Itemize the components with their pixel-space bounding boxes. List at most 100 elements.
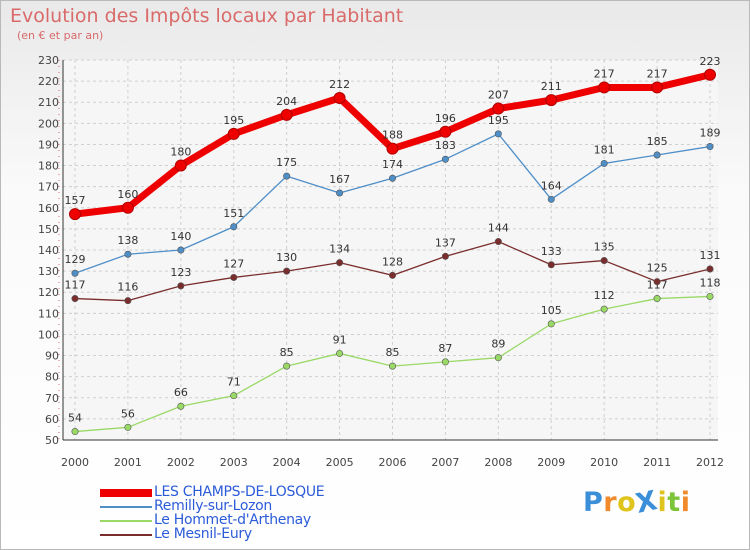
data-label: 212 <box>329 78 350 91</box>
logo-letter: t <box>667 487 681 518</box>
data-point <box>174 159 187 172</box>
x-tick-label: 2005 <box>326 456 354 469</box>
data-label: 144 <box>488 222 509 235</box>
legend-label: LES CHAMPS-DE-LOSQUE <box>154 484 325 500</box>
data-point <box>653 151 661 159</box>
y-tick-label: 230 <box>38 54 59 67</box>
legend-swatch <box>100 534 152 536</box>
data-point <box>230 392 238 400</box>
data-point <box>441 252 449 260</box>
logo-letter: o <box>617 487 637 518</box>
data-label: 183 <box>435 139 456 152</box>
data-point <box>653 278 661 286</box>
data-point <box>706 265 714 273</box>
data-point <box>230 273 238 281</box>
data-point <box>441 358 449 366</box>
data-label: 195 <box>488 114 509 127</box>
legend-swatch <box>100 489 152 497</box>
data-point <box>600 257 608 265</box>
data-point <box>69 208 81 221</box>
legend-label: Remilly-sur-Lozon <box>154 498 272 514</box>
data-label: 129 <box>65 253 86 266</box>
x-tick-label: 2012 <box>696 456 724 469</box>
data-label: 87 <box>438 342 452 355</box>
y-tick-label: 210 <box>38 96 59 109</box>
data-label: 137 <box>435 236 456 249</box>
proxiti-logo: ProXiti <box>583 485 691 520</box>
data-label: 133 <box>541 245 562 258</box>
data-point <box>230 223 238 231</box>
data-label: 195 <box>223 114 244 127</box>
data-label: 71 <box>227 376 241 389</box>
data-label: 204 <box>276 95 297 108</box>
data-point <box>71 269 79 277</box>
data-point <box>545 94 558 107</box>
chart-subtitle: (en € et par an) <box>17 29 104 42</box>
data-label: 118 <box>700 276 721 289</box>
x-tick-label: 2001 <box>114 456 142 469</box>
data-label: 112 <box>594 289 615 302</box>
y-tick-label: 140 <box>38 244 59 257</box>
data-point <box>124 423 132 431</box>
data-point <box>388 271 396 279</box>
data-label: 134 <box>329 243 350 256</box>
legend-swatch <box>100 520 152 522</box>
data-point <box>283 172 291 180</box>
data-point <box>494 130 502 138</box>
data-label: 185 <box>647 135 668 148</box>
data-point <box>441 155 449 163</box>
data-label: 188 <box>382 129 403 142</box>
logo-letter: i <box>680 487 691 518</box>
data-label: 130 <box>276 251 297 264</box>
x-tick-label: 2008 <box>484 456 512 469</box>
data-point <box>388 174 396 182</box>
data-point <box>600 305 608 313</box>
data-label: 138 <box>117 234 138 247</box>
data-label: 174 <box>382 158 403 171</box>
data-label: 167 <box>329 173 350 186</box>
y-tick-label: 90 <box>45 350 59 363</box>
data-label: 181 <box>594 143 615 156</box>
data-label: 196 <box>435 112 456 125</box>
data-label: 164 <box>541 179 562 192</box>
data-point <box>333 92 346 104</box>
chart-title: Evolution des Impôts locaux par Habitant <box>10 5 404 27</box>
data-label: 135 <box>594 241 615 254</box>
x-tick-label: 2000 <box>61 456 89 469</box>
y-tick-label: 100 <box>38 328 59 341</box>
x-tick-label: 2011 <box>643 456 671 469</box>
data-point <box>177 402 185 410</box>
data-label: 207 <box>488 89 509 102</box>
data-point <box>71 428 79 436</box>
legend-swatch <box>100 506 152 508</box>
data-point <box>283 362 291 370</box>
data-point <box>121 201 134 214</box>
y-tick-label: 80 <box>45 371 59 384</box>
logo-letter: r <box>603 487 618 518</box>
data-point <box>547 320 555 328</box>
data-point <box>388 362 396 370</box>
data-point <box>336 349 344 357</box>
data-label: 116 <box>117 281 138 294</box>
data-label: 189 <box>700 127 721 140</box>
data-label: 217 <box>647 67 668 80</box>
data-label: 127 <box>223 257 244 270</box>
data-label: 151 <box>223 207 244 220</box>
data-label: 217 <box>594 67 615 80</box>
data-label: 85 <box>280 346 294 359</box>
data-point <box>706 292 714 300</box>
y-tick-label: 160 <box>38 202 59 215</box>
y-tick-label: 170 <box>38 181 59 194</box>
data-point <box>439 125 452 138</box>
data-label: 128 <box>382 255 403 268</box>
data-label: 56 <box>121 407 135 420</box>
data-point <box>598 81 611 94</box>
data-label: 91 <box>333 333 347 346</box>
data-point <box>124 250 132 258</box>
data-point <box>547 261 555 269</box>
x-tick-label: 2009 <box>537 456 565 469</box>
y-tick-label: 200 <box>38 117 59 130</box>
data-point <box>386 142 399 155</box>
data-point <box>227 127 240 140</box>
